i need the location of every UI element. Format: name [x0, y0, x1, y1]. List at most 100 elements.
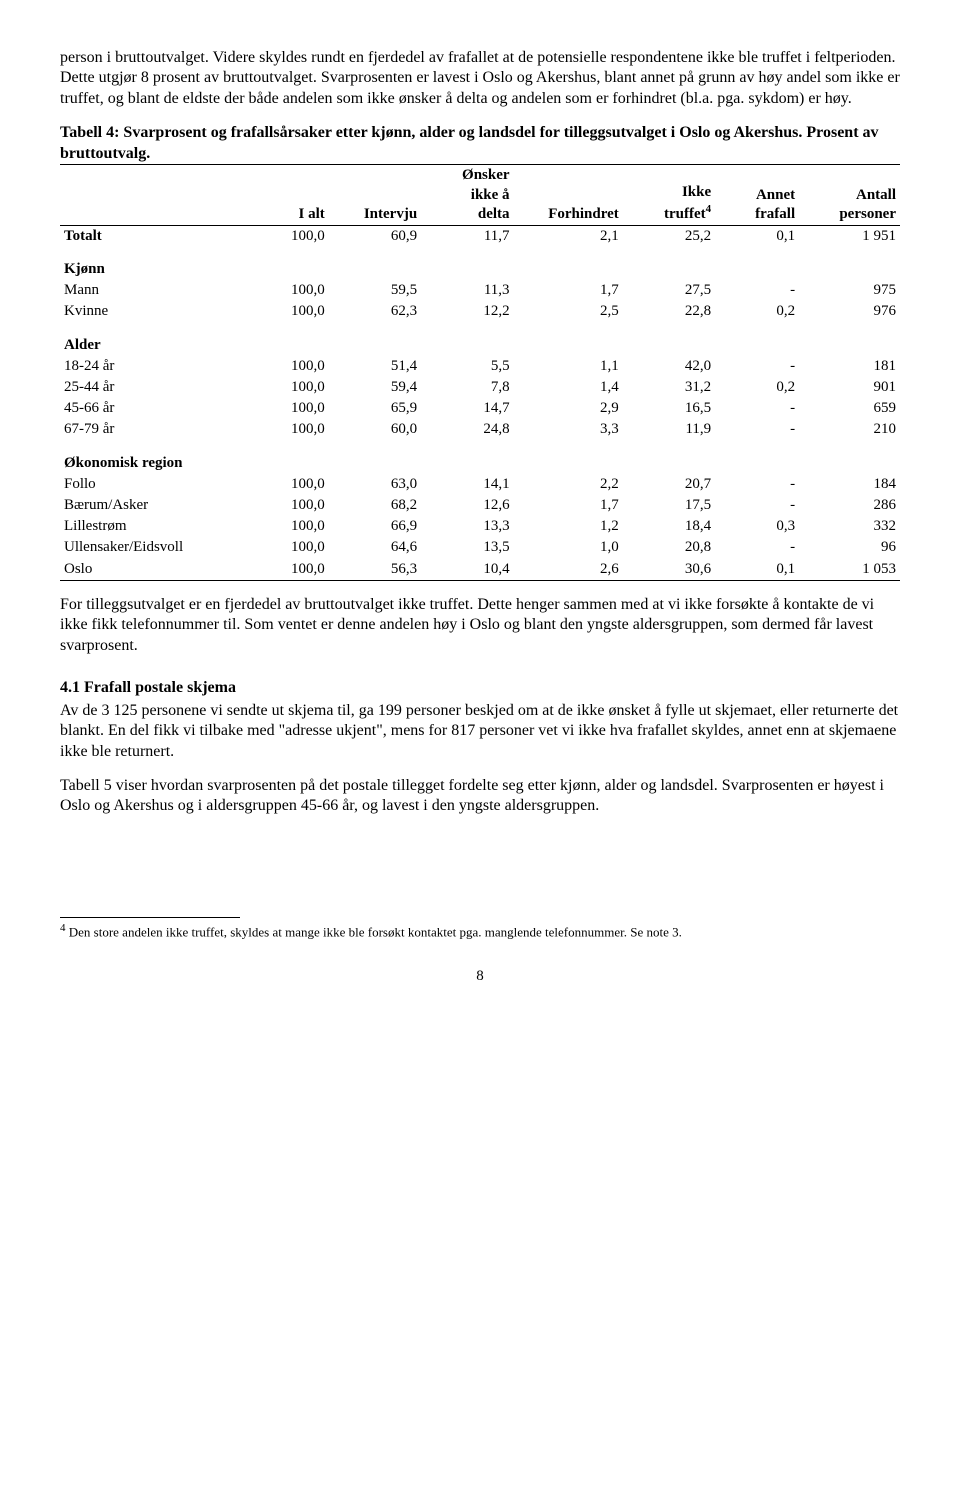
table4-h1: I alt: [253, 165, 329, 226]
table-cell: 51,4: [329, 356, 421, 377]
table-cell: 22,8: [623, 301, 715, 322]
table-cell: 0,1: [715, 559, 799, 581]
table-cell: 2,2: [514, 474, 623, 495]
table-cell: 1,2: [514, 516, 623, 537]
footnote-4: 4 Den store andelen ikke truffet, skylde…: [60, 922, 900, 941]
table-row: 45-66 år100,065,914,72,916,5-659: [60, 398, 900, 419]
table-cell: 1 951: [799, 225, 900, 247]
table-cell: 100,0: [253, 398, 329, 419]
table-group-label-row: Kjønn: [60, 259, 900, 280]
table-cell: 13,3: [421, 516, 513, 537]
table-cell: 42,0: [623, 356, 715, 377]
table-cell: 65,9: [329, 398, 421, 419]
table-cell: 59,4: [329, 377, 421, 398]
table-spacer-row: [60, 323, 900, 335]
table-cell: 1,0: [514, 537, 623, 558]
table-cell: 100,0: [253, 225, 329, 247]
table-cell: 100,0: [253, 537, 329, 558]
table4-h4: Forhindret: [514, 165, 623, 226]
table-cell: 976: [799, 301, 900, 322]
table-row: 25-44 år100,059,47,81,431,20,2901: [60, 377, 900, 398]
page-number: 8: [60, 967, 900, 986]
table-group-label-row: Økonomisk region: [60, 453, 900, 474]
table4: I alt Intervju Ønskerikke ådelta Forhind…: [60, 164, 900, 580]
table-cell: 60,9: [329, 225, 421, 247]
table-row: Mann100,059,511,31,727,5-975: [60, 280, 900, 301]
table-cell: 18-24 år: [60, 356, 253, 377]
section-4-1-para1: Av de 3 125 personene vi sendte ut skjem…: [60, 701, 900, 762]
footnote-separator: [60, 917, 240, 918]
table-cell: 24,8: [421, 419, 513, 440]
table-group-label-row: Alder: [60, 335, 900, 356]
table-cell: 67-79 år: [60, 419, 253, 440]
table-cell: -: [715, 398, 799, 419]
table4-h0: [60, 165, 253, 226]
table-row: Oslo100,056,310,42,630,60,11 053: [60, 559, 900, 581]
table-group-label: Økonomisk region: [60, 453, 900, 474]
table-cell: 27,5: [623, 280, 715, 301]
table-cell: 100,0: [253, 356, 329, 377]
table-cell: 30,6: [623, 559, 715, 581]
table-cell: 18,4: [623, 516, 715, 537]
table-row: Totalt100,060,911,72,125,20,11 951: [60, 225, 900, 247]
table-cell: -: [715, 280, 799, 301]
table-spacer-row: [60, 441, 900, 453]
table-cell: 11,7: [421, 225, 513, 247]
table-cell: 66,9: [329, 516, 421, 537]
table-row: Bærum/Asker100,068,212,61,717,5-286: [60, 495, 900, 516]
table-cell: 659: [799, 398, 900, 419]
table-group-label: Kjønn: [60, 259, 900, 280]
table-group-label: Alder: [60, 335, 900, 356]
table-cell: 975: [799, 280, 900, 301]
table4-h7: Antallpersoner: [799, 165, 900, 226]
table-cell: 210: [799, 419, 900, 440]
table-cell: 5,5: [421, 356, 513, 377]
table-cell: 14,7: [421, 398, 513, 419]
table-cell: 16,5: [623, 398, 715, 419]
table-cell: 181: [799, 356, 900, 377]
table-row: Kvinne100,062,312,22,522,80,2976: [60, 301, 900, 322]
table-cell: 184: [799, 474, 900, 495]
table-cell: Follo: [60, 474, 253, 495]
table-cell: 2,9: [514, 398, 623, 419]
table-cell: 0,3: [715, 516, 799, 537]
table-cell: 59,5: [329, 280, 421, 301]
table-cell: 100,0: [253, 377, 329, 398]
table-cell: Lillestrøm: [60, 516, 253, 537]
table-cell: 25,2: [623, 225, 715, 247]
intro-paragraph: person i bruttoutvalget. Videre skyldes …: [60, 48, 900, 109]
table-cell: 3,3: [514, 419, 623, 440]
table-cell: 100,0: [253, 516, 329, 537]
table-cell: Bærum/Asker: [60, 495, 253, 516]
table4-title: Tabell 4: Svarprosent og frafallsårsaker…: [60, 123, 900, 164]
table-cell: 0,2: [715, 377, 799, 398]
table-cell: 17,5: [623, 495, 715, 516]
table-cell: Totalt: [60, 225, 253, 247]
table-cell: 100,0: [253, 495, 329, 516]
table-cell: 286: [799, 495, 900, 516]
table-cell: Mann: [60, 280, 253, 301]
table-cell: 1,1: [514, 356, 623, 377]
table-cell: 68,2: [329, 495, 421, 516]
table-cell: -: [715, 537, 799, 558]
table-spacer-row: [60, 247, 900, 259]
table-cell: 100,0: [253, 280, 329, 301]
table-row: Ullensaker/Eidsvoll100,064,613,51,020,8-…: [60, 537, 900, 558]
table-cell: 2,6: [514, 559, 623, 581]
table-cell: 10,4: [421, 559, 513, 581]
table-cell: -: [715, 419, 799, 440]
table-cell: 0,2: [715, 301, 799, 322]
table-cell: 1 053: [799, 559, 900, 581]
table-cell: Kvinne: [60, 301, 253, 322]
table-cell: Oslo: [60, 559, 253, 581]
table-cell: -: [715, 474, 799, 495]
table-cell: 1,7: [514, 495, 623, 516]
table-row: 18-24 år100,051,45,51,142,0-181: [60, 356, 900, 377]
table4-h2: Intervju: [329, 165, 421, 226]
table-cell: 332: [799, 516, 900, 537]
table-cell: 1,4: [514, 377, 623, 398]
table-cell: 20,8: [623, 537, 715, 558]
section-4-1-heading: 4.1 Frafall postale skjema: [60, 678, 900, 698]
table-cell: 901: [799, 377, 900, 398]
table4-h3: Ønskerikke ådelta: [421, 165, 513, 226]
